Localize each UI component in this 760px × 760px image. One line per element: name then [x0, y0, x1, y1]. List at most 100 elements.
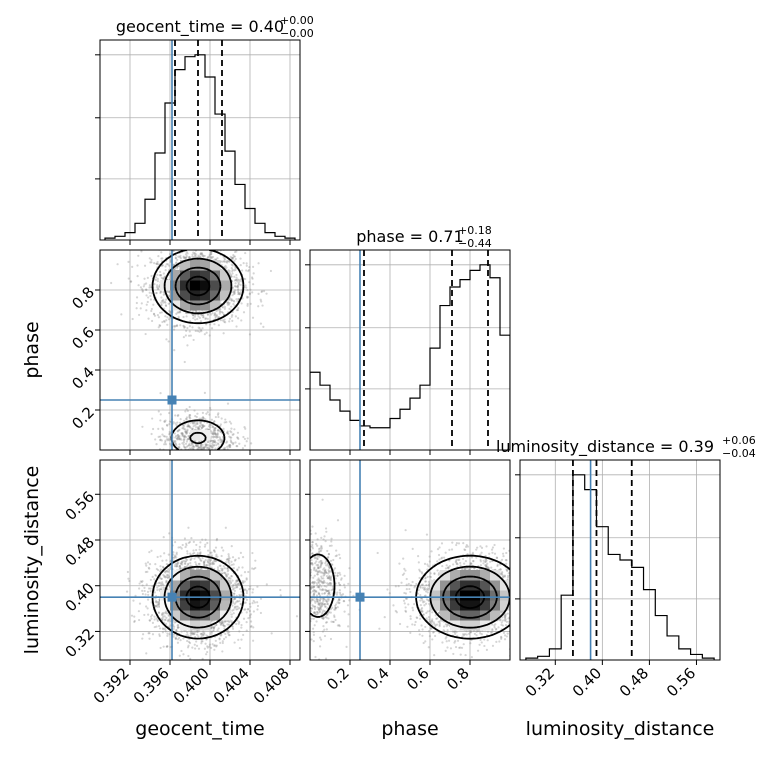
sample-point: [201, 447, 204, 450]
sample-point: [208, 645, 211, 648]
sample-point: [203, 333, 206, 336]
sample-point: [232, 587, 235, 590]
sample-point: [245, 264, 248, 267]
sample-point: [184, 410, 187, 413]
sample-point: [251, 591, 254, 594]
sample-point: [198, 255, 201, 258]
sample-point: [156, 260, 159, 264]
sample-point: [160, 257, 163, 260]
sample-point: [211, 662, 213, 664]
sample-point: [217, 415, 220, 419]
sample-point: [178, 311, 181, 314]
sample-point: [196, 427, 200, 430]
sample-point: [214, 427, 217, 430]
sample-point: [138, 602, 142, 605]
sample-point: [167, 437, 170, 440]
sample-point: [203, 446, 206, 449]
sample-point: [233, 250, 237, 254]
sample-point: [159, 435, 162, 438]
sample-point: [164, 439, 167, 442]
sample-point: [150, 274, 153, 278]
sample-point: [211, 446, 214, 449]
sample-point: [183, 435, 186, 438]
sample-point: [210, 439, 213, 442]
sample-point: [202, 315, 205, 319]
sample-point: [211, 452, 213, 454]
sample-point: [232, 290, 235, 294]
sample-point: [196, 452, 198, 454]
panel-border: [519, 459, 721, 661]
sample-point: [226, 301, 229, 304]
sample-point: [226, 629, 230, 632]
sample-point: [145, 282, 148, 285]
sample-point: [203, 241, 205, 243]
sample-point: [214, 433, 218, 436]
sample-point: [202, 446, 206, 450]
sample-point: [236, 285, 239, 289]
sample-point: [159, 646, 162, 650]
sample-point: [256, 604, 260, 608]
sample-point: [200, 469, 202, 471]
sample-point: [200, 633, 203, 636]
sample-point: [167, 575, 170, 578]
sample-point: [182, 325, 186, 328]
sample-point: [242, 262, 245, 265]
sample-point: [181, 543, 184, 547]
sample-point: [238, 607, 241, 610]
sample-point: [188, 256, 192, 259]
sample-point: [198, 562, 201, 565]
sample-point: [173, 621, 176, 624]
sample-point: [207, 450, 209, 452]
sample-point: [130, 280, 133, 283]
sample-point: [187, 234, 189, 236]
sample-point: [241, 447, 245, 450]
histogram-step: [310, 264, 510, 450]
sample-point: [224, 264, 227, 268]
sample-point: [150, 261, 153, 264]
sample-point: [187, 334, 191, 337]
sample-point: [180, 547, 183, 550]
sample-point: [213, 440, 216, 443]
sample-point: [210, 551, 213, 554]
sample-point: [205, 412, 208, 415]
sample-point: [226, 445, 229, 448]
sample-point: [179, 418, 182, 421]
sample-point: [176, 626, 179, 629]
sample-point: [184, 417, 188, 420]
sample-point: [231, 286, 234, 289]
sample-point: [204, 461, 206, 463]
sample-point: [231, 609, 234, 612]
sample-point: [197, 446, 200, 449]
sample-point: [177, 561, 180, 564]
sample-point: [155, 599, 158, 603]
sample-point: [155, 262, 158, 265]
sample-point: [177, 436, 180, 439]
sample-point: [188, 425, 191, 428]
sample-point: [228, 634, 231, 637]
sample-point: [150, 309, 153, 313]
sample-point: [222, 625, 226, 628]
sample-point: [179, 567, 182, 570]
sample-point: [223, 567, 227, 570]
sample-point: [200, 426, 204, 429]
sample-point: [181, 427, 184, 430]
sample-point: [168, 633, 171, 636]
sample-point: [248, 293, 251, 296]
sample-point: [202, 630, 205, 633]
sample-point: [181, 433, 184, 437]
sample-point: [187, 562, 190, 565]
sample-point: [179, 567, 182, 570]
sample-point: [164, 441, 167, 444]
sample-point: [192, 256, 195, 259]
sample-point: [244, 427, 247, 430]
sample-point: [153, 313, 156, 316]
sample-point: [137, 610, 140, 613]
sample-point: [213, 648, 216, 651]
sample-point: [195, 543, 198, 547]
sample-point: [187, 541, 190, 545]
sample-point: [175, 628, 178, 632]
sample-point: [227, 559, 231, 562]
sample-point: [186, 252, 189, 255]
sample-point: [238, 593, 241, 597]
sample-point: [227, 623, 231, 626]
